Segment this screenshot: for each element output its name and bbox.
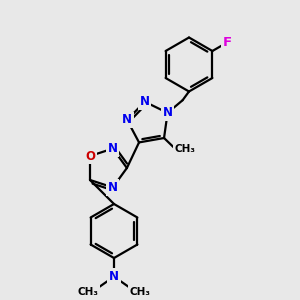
Text: N: N (108, 142, 118, 155)
Text: CH₃: CH₃ (77, 286, 98, 297)
Text: N: N (108, 181, 118, 194)
Text: N: N (122, 113, 132, 127)
Text: O: O (85, 149, 95, 163)
Text: CH₃: CH₃ (130, 286, 151, 297)
Text: N: N (140, 95, 150, 108)
Text: CH₃: CH₃ (174, 145, 195, 154)
Text: N: N (163, 106, 172, 119)
Text: F: F (223, 36, 232, 49)
Text: N: N (109, 270, 119, 283)
